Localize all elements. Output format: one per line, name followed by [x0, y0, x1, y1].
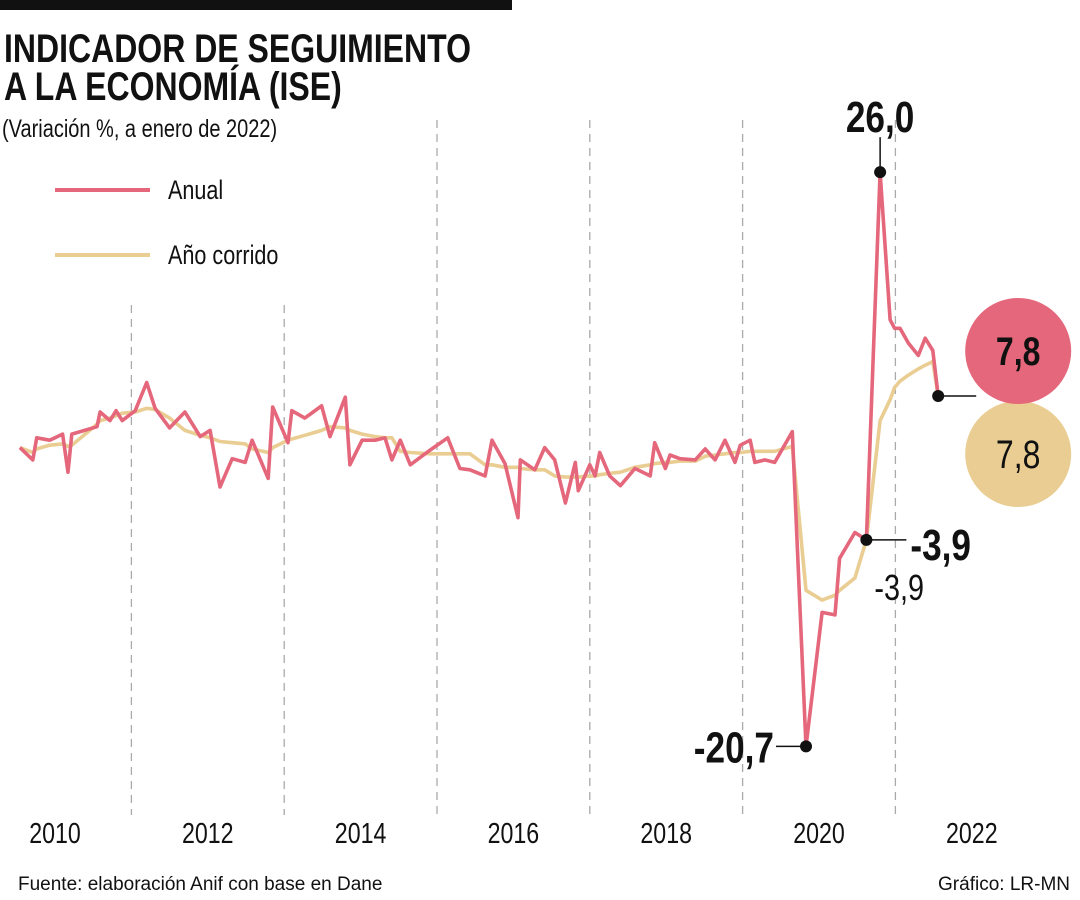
- data-label: -20,7: [694, 724, 774, 773]
- x-tick-label: 2022: [946, 816, 998, 849]
- x-tick-label: 2010: [29, 816, 81, 849]
- x-tick-label: 2014: [335, 816, 387, 849]
- legend-label: Anual: [168, 176, 223, 206]
- chart-title: A LA ECONOMÍA (ISE): [4, 64, 342, 109]
- x-tick-label: 2018: [640, 816, 692, 849]
- data-label: 7,8: [996, 329, 1040, 374]
- top-bar: [0, 0, 512, 10]
- data-label: 26,0: [846, 94, 914, 143]
- x-tick-label: 2016: [488, 816, 540, 849]
- label-dot: [874, 166, 887, 179]
- value-badge: [965, 297, 1072, 404]
- series-line: [18, 170, 940, 749]
- x-tick-label: 2020: [793, 816, 845, 849]
- data-label: -3,9: [910, 521, 971, 570]
- chart-title: INDICADOR DE SEGUIMIENTO: [4, 26, 471, 71]
- label-dot: [860, 533, 873, 546]
- credit-note: Gráfico: LR-MN: [938, 874, 1070, 895]
- data-label: -3,9: [874, 567, 924, 608]
- chart-subtitle: (Variación %, a enero de 2022): [2, 115, 277, 143]
- source-note: Fuente: elaboración Anif con base en Dan…: [18, 874, 382, 895]
- value-badge: [965, 400, 1072, 507]
- label-dot: [800, 740, 813, 753]
- legend-label: Año corrido: [168, 241, 278, 271]
- data-label: 7,8: [996, 432, 1040, 477]
- series-line: [19, 359, 940, 602]
- x-tick-label: 2012: [182, 816, 234, 849]
- label-dot: [932, 389, 945, 402]
